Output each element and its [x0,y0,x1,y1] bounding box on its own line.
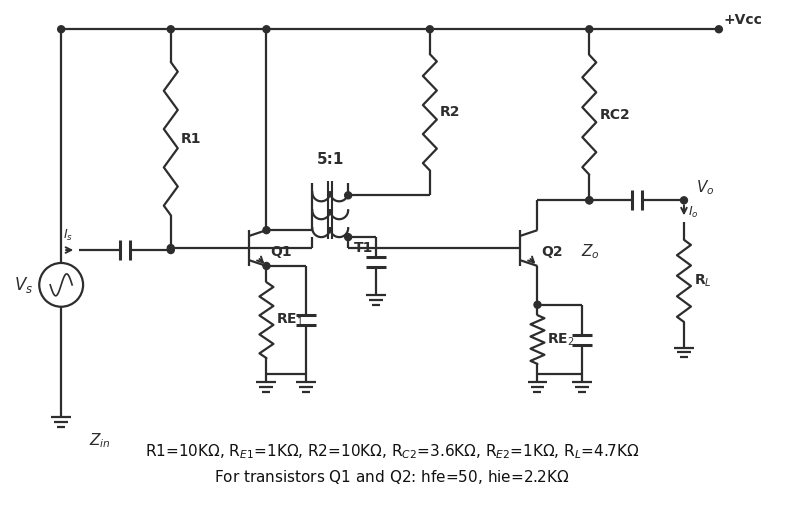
Text: T1: T1 [354,241,374,255]
Text: $V_s$: $V_s$ [14,275,33,295]
Circle shape [263,263,270,269]
Text: RC2: RC2 [599,108,630,122]
Circle shape [345,234,352,240]
Text: R2: R2 [440,105,460,119]
Circle shape [586,26,593,33]
Text: 5:1: 5:1 [316,153,344,168]
Circle shape [345,192,352,199]
Circle shape [167,245,174,252]
Circle shape [167,26,174,33]
Circle shape [534,301,541,308]
Text: For transistors Q1 and Q2: hfe=50, hie=2.2K$\Omega$: For transistors Q1 and Q2: hfe=50, hie=2… [214,468,570,486]
Text: $I_o$: $I_o$ [688,205,699,220]
Text: R$_L$: R$_L$ [694,272,711,289]
Text: Q2: Q2 [542,245,563,259]
Circle shape [681,197,688,204]
Circle shape [586,197,593,204]
Circle shape [167,247,174,253]
Text: +Vcc: +Vcc [724,13,763,27]
Text: Q1: Q1 [271,245,292,259]
Circle shape [57,26,64,33]
Text: $I_s$: $I_s$ [63,228,73,243]
Text: R1: R1 [181,132,201,146]
Text: $V_o$: $V_o$ [696,179,714,197]
Text: $Z_o$: $Z_o$ [582,242,601,262]
Text: $Z_{in}$: $Z_{in}$ [89,431,111,450]
Circle shape [263,26,270,33]
Circle shape [263,226,270,234]
Circle shape [715,26,722,33]
Text: RE$_2$: RE$_2$ [547,331,575,348]
Text: R1=10K$\Omega$, R$_{E1}$=1K$\Omega$, R2=10K$\Omega$, R$_{C2}$=3.6K$\Omega$, R$_{: R1=10K$\Omega$, R$_{E1}$=1K$\Omega$, R2=… [144,443,640,461]
Circle shape [426,26,433,33]
Circle shape [586,197,593,204]
Text: RE$_1$: RE$_1$ [276,312,304,328]
